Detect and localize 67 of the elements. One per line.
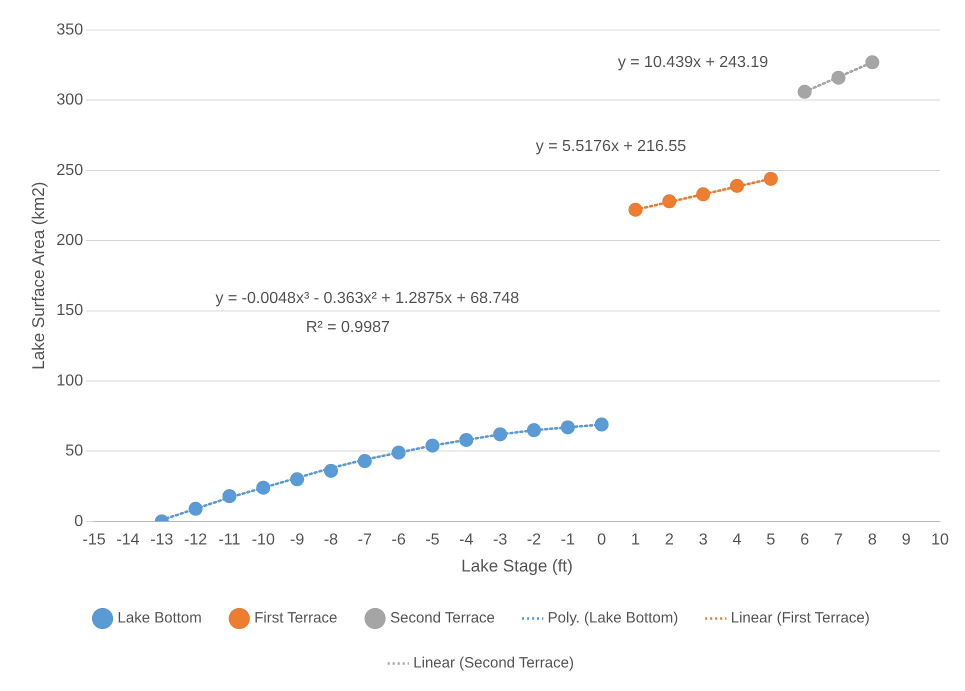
legend-label: Poly. (Lake Bottom) [548,610,678,627]
x-tick-label: 2 [664,531,674,548]
point [662,194,676,208]
x-tick-label: -9 [290,531,304,548]
x-tick-label: -4 [459,531,474,548]
x-tick-label: 8 [868,531,877,548]
x-tick-label: 0 [597,531,606,548]
point [392,446,406,460]
legend-label: Linear (Second Terrace) [413,654,574,672]
annotation: R² = 0.9987 [306,319,390,336]
x-tick-label: -10 [252,531,275,548]
y-tick-label: 250 [56,162,84,179]
point [730,178,744,193]
x-tick-label: 5 [766,531,776,548]
x-tick-label: 7 [834,531,844,548]
point [459,432,474,447]
y-tick-label: 150 [56,302,84,320]
point [256,480,270,495]
x-tick-label: -8 [324,531,338,548]
point [594,418,609,432]
legend-label: Second Terrace [390,610,495,627]
y-tick-label: 350 [56,21,84,38]
point [696,187,710,202]
point [526,423,541,438]
legend-label: Linear (First Terrace) [730,610,870,627]
x-tick-label: -11 [218,531,241,548]
point [222,489,236,504]
annotation: y = -0.0048x³ - 0.363x² + 1.2875x + 68.748 [215,290,520,308]
point [358,454,372,468]
x-tick-label: -15 [82,531,106,548]
point [560,420,575,434]
x-tick-label: -6 [392,531,406,548]
annotation: y = 10.439x + 243.19 [618,54,768,71]
y-tick-label: 200 [56,232,84,250]
point [865,55,880,70]
y-tick-label: 50 [65,442,84,460]
x-tick-label: -13 [150,531,174,548]
y-tick-label: 100 [56,372,84,390]
x-tick-label: 6 [800,531,810,548]
point [798,84,812,99]
x-tick-label: 1 [631,531,640,548]
legend-label: Lake Bottom [118,610,202,627]
y-tick-label: 0 [74,512,84,530]
x-tick-label: 3 [698,531,708,548]
x-tick-label: -2 [526,531,542,548]
point [425,438,440,453]
legend-label: First Terrace [254,610,338,627]
point [324,464,338,478]
point [764,172,778,186]
point [188,502,203,516]
point [831,70,846,85]
x-tick-label: -3 [493,531,508,548]
x-tick-label: -1 [560,531,576,548]
y-axis-title: Lake Surface Area (km2) [28,182,48,370]
point [290,472,304,486]
y-tick-label: 300 [56,92,84,109]
x-tick-label: 10 [931,531,949,548]
point [493,427,508,442]
annotation: y = 5.5176x + 216.55 [536,138,686,155]
x-axis-title: Lake Stage (ft) [461,556,573,576]
x-tick-label: -14 [116,531,140,548]
x-tick-label: -5 [425,531,440,548]
x-tick-label: 9 [902,531,911,548]
x-tick-label: -12 [184,531,208,548]
x-tick-label: -7 [358,531,372,548]
point [628,202,642,217]
x-tick-label: 4 [732,531,742,548]
